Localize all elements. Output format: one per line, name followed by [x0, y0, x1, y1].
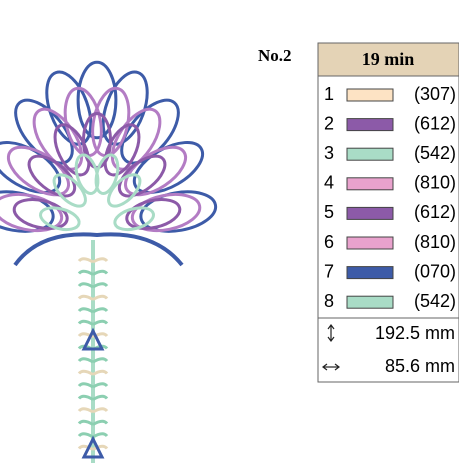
petal: [45, 70, 93, 146]
petal: [76, 60, 118, 140]
petal: [27, 154, 77, 198]
thread-code: (612): [414, 113, 456, 133]
thread-number: 1: [324, 84, 334, 104]
leaf: [77, 257, 109, 264]
thread-swatch: [346, 88, 394, 102]
petal: [107, 173, 142, 208]
thread-code: (810): [414, 173, 456, 193]
time: 19 min: [362, 49, 415, 69]
petal: [120, 98, 180, 165]
time-header: [317, 42, 459, 77]
width: 85.6 mm: [385, 356, 455, 376]
thread-code: (810): [414, 232, 456, 252]
width-icon: [322, 363, 340, 371]
leaf: [77, 294, 109, 301]
thread-list: 1 (307) 2 (612) 3 (542) 4 (810) 5 (612) 6 (810) 7 (07…: [324, 84, 456, 311]
thread-swatch: [346, 147, 394, 161]
petal: [39, 206, 81, 232]
petal: [52, 173, 87, 208]
thread-swatch: [346, 206, 394, 220]
petal: [101, 70, 149, 146]
thread-number: 7: [324, 261, 334, 281]
leaf: [77, 394, 109, 401]
leaf: [77, 269, 109, 276]
thread-code: (542): [414, 143, 456, 163]
petal: [103, 123, 141, 177]
leaf: [77, 444, 109, 451]
embroidery-design: [0, 60, 218, 463]
leaf: [77, 357, 109, 364]
thread-swatch: [346, 118, 394, 132]
thread-number: 3: [324, 143, 334, 163]
petal: [130, 192, 202, 233]
petal: [94, 153, 120, 195]
petal: [14, 98, 74, 165]
height-icon: [327, 324, 335, 342]
fan-base: [13, 232, 184, 267]
petal: [113, 206, 155, 232]
petal: [117, 154, 167, 198]
triangle: [81, 327, 105, 351]
leaf: [77, 282, 109, 289]
petal: [0, 192, 64, 233]
leaf: [77, 407, 109, 414]
thread-swatch: [346, 295, 394, 309]
leaf: [77, 432, 109, 439]
thread-number: 6: [324, 232, 334, 252]
thread-number: 5: [324, 202, 334, 222]
thread-number: 8: [324, 291, 334, 311]
thread-swatch: [346, 236, 394, 250]
thread-code: (542): [414, 291, 456, 311]
thread-swatch: [346, 266, 394, 280]
thread-code: (307): [414, 84, 456, 104]
triangle: [81, 435, 105, 459]
height: 192.5 mm: [375, 323, 455, 343]
thread-code: (070): [414, 261, 456, 281]
thread-number: 2: [324, 113, 334, 133]
leaf: [77, 319, 109, 326]
thread-code: (612): [414, 202, 456, 222]
thread-number: 4: [324, 173, 334, 193]
leaf: [77, 369, 109, 376]
leaf: [77, 307, 109, 314]
leaf: [77, 382, 109, 389]
design-label: No.2: [258, 46, 292, 65]
petal: [125, 198, 182, 230]
leaf: [77, 419, 109, 426]
thread-swatch: [346, 177, 394, 191]
petal: [12, 198, 69, 230]
